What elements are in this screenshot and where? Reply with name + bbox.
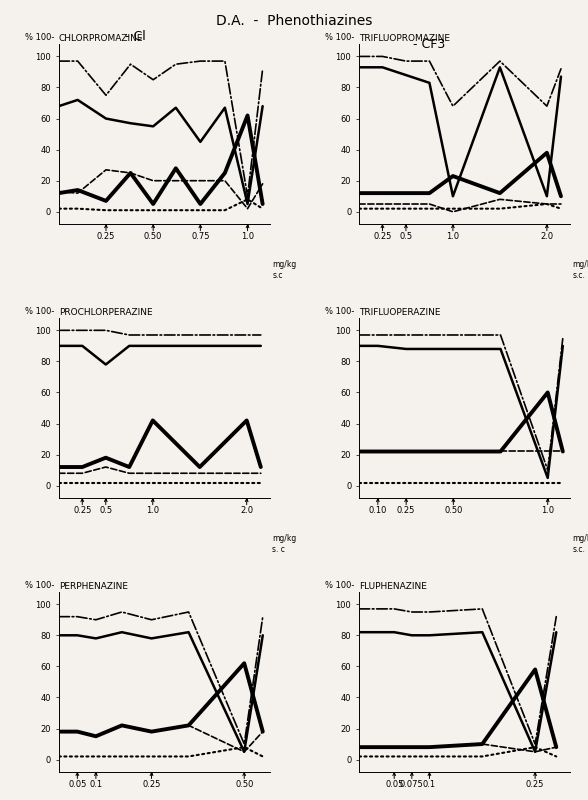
Text: CHLORPROMAZINE: CHLORPROMAZINE [59, 34, 143, 43]
Text: TRIFLUOPERAZINE: TRIFLUOPERAZINE [359, 308, 440, 317]
Text: % 100-: % 100- [325, 33, 355, 42]
Text: PROCHLORPERAZINE: PROCHLORPERAZINE [59, 308, 152, 317]
Text: mg/kg
s.c: mg/kg s.c [272, 260, 296, 280]
Text: % 100-: % 100- [25, 307, 54, 316]
Text: D.A.  -  Phenothiazines: D.A. - Phenothiazines [216, 14, 372, 28]
Text: % 100-: % 100- [25, 33, 54, 42]
Text: FLUPHENAZINE: FLUPHENAZINE [359, 582, 427, 591]
Text: - Cl: - Cl [125, 30, 146, 42]
Text: mg/kg
s.c.: mg/kg s.c. [573, 534, 588, 554]
Text: mg/kg
s.c.: mg/kg s.c. [573, 260, 588, 280]
Text: TRIFLUOPROMAZINE: TRIFLUOPROMAZINE [359, 34, 450, 43]
Text: % 100-: % 100- [325, 581, 355, 590]
Text: - CF3: - CF3 [413, 38, 445, 50]
Text: PERPHENAZINE: PERPHENAZINE [59, 582, 128, 591]
Text: % 100-: % 100- [325, 307, 355, 316]
Text: % 100-: % 100- [25, 581, 54, 590]
Text: mg/kg
s. c: mg/kg s. c [272, 534, 296, 554]
